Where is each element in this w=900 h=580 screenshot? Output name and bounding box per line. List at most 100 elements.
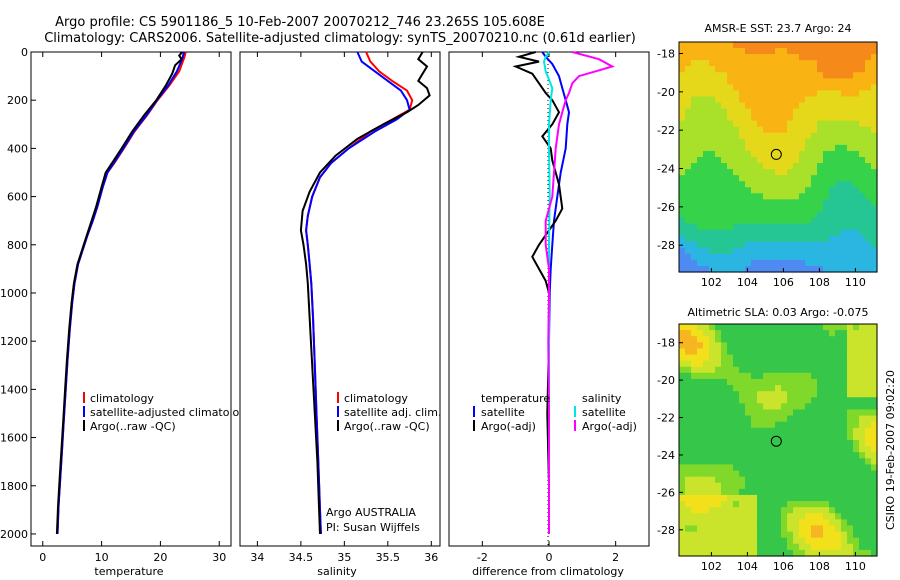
map-cell [853, 247, 860, 255]
map-cell [727, 372, 734, 380]
map-cell [805, 241, 812, 249]
map-cell [823, 391, 830, 398]
map-cell [811, 199, 818, 207]
map-cell [685, 342, 692, 350]
map-cell [847, 235, 854, 243]
map-cell [859, 391, 866, 398]
map-cell [733, 507, 740, 514]
map-cell [871, 205, 878, 213]
map-cell [709, 120, 716, 128]
map-cell [781, 433, 788, 441]
map-cell [871, 72, 878, 79]
map-cell [745, 330, 752, 337]
map-cell [799, 193, 806, 200]
annotation-argo-australia: Argo AUSTRALIA [326, 506, 416, 519]
map-cell [685, 181, 692, 188]
map-cell [793, 403, 800, 411]
map-cell [727, 427, 734, 435]
map-cell [859, 409, 866, 417]
map-y-tick-label: -22 [657, 412, 675, 425]
map-cell [811, 72, 818, 79]
map-cell [829, 519, 836, 527]
map-cell [697, 476, 704, 484]
map-cell [811, 253, 818, 261]
y-tick-label: 1800 [0, 480, 28, 493]
map-cell [739, 494, 746, 502]
map-cell [799, 476, 806, 484]
map-cell [727, 342, 734, 350]
map-cell [793, 525, 800, 533]
map-cell [721, 229, 728, 237]
map-cell [865, 265, 872, 273]
map-cell [799, 525, 806, 533]
map-cell [679, 144, 686, 152]
map-cell [787, 513, 794, 520]
map-cell [709, 181, 716, 188]
map-cell [871, 507, 878, 514]
map-cell [847, 513, 854, 520]
map-cell [721, 193, 728, 200]
map-cell [751, 446, 758, 453]
map-cell [841, 330, 848, 337]
map-cell [763, 385, 770, 392]
map-cell [679, 205, 686, 213]
map-cell [859, 330, 866, 337]
map-cell [727, 409, 734, 417]
map-cell [871, 253, 878, 261]
map-cell [847, 175, 854, 182]
map-y-tick-label: -24 [657, 449, 675, 462]
map-cell [841, 102, 848, 110]
map-cell [787, 54, 794, 61]
map-cell [733, 66, 740, 73]
map-cell [871, 163, 878, 170]
map-cell [853, 354, 860, 362]
map-cell [727, 48, 734, 55]
map-cell [847, 324, 854, 331]
map-cell [679, 458, 686, 466]
map-cell [775, 169, 782, 176]
map-cell [733, 223, 740, 231]
map-cell [763, 397, 770, 404]
map-cell [871, 60, 878, 67]
map-cell [823, 488, 830, 496]
map-cell [757, 84, 764, 92]
map-cell [817, 126, 824, 134]
map-cell [811, 507, 818, 514]
map-cell [715, 342, 722, 350]
map-cell [733, 132, 740, 140]
map-cell [805, 181, 812, 188]
map-cell [853, 385, 860, 392]
map-cell [817, 397, 824, 404]
map-cell [871, 525, 878, 533]
map-cell [775, 253, 782, 261]
map-cell [697, 102, 704, 110]
legend-label-sal-satellite: satellite [582, 406, 626, 419]
map-cell [739, 114, 746, 122]
map-cell [727, 229, 734, 237]
map-cell [823, 378, 830, 386]
map-cell [733, 217, 740, 225]
map-cell [841, 259, 848, 267]
sst-heatmap [679, 42, 878, 273]
map-cell [709, 549, 716, 557]
map-cell [745, 235, 752, 243]
map-cell [763, 531, 770, 539]
map-cell [835, 96, 842, 104]
map-cell [787, 452, 794, 459]
map-cell [823, 324, 830, 331]
map-cell [757, 223, 764, 231]
map-cell [823, 427, 830, 435]
map-cell [847, 48, 854, 55]
map-cell [769, 84, 776, 92]
map-cell [823, 108, 830, 116]
map-cell [697, 66, 704, 73]
map-cell [703, 84, 710, 92]
map-cell [775, 157, 782, 164]
map-cell [769, 385, 776, 392]
map-cell [835, 259, 842, 267]
map-cell [781, 223, 788, 231]
map-cell [751, 476, 758, 484]
map-cell [691, 259, 698, 267]
map-cell [751, 433, 758, 441]
map-cell [727, 223, 734, 231]
